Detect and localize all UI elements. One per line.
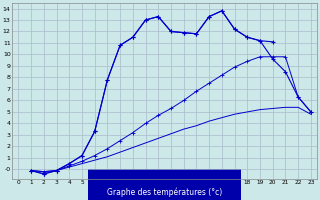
X-axis label: Graphe des températures (°c): Graphe des températures (°c) xyxy=(107,188,222,197)
